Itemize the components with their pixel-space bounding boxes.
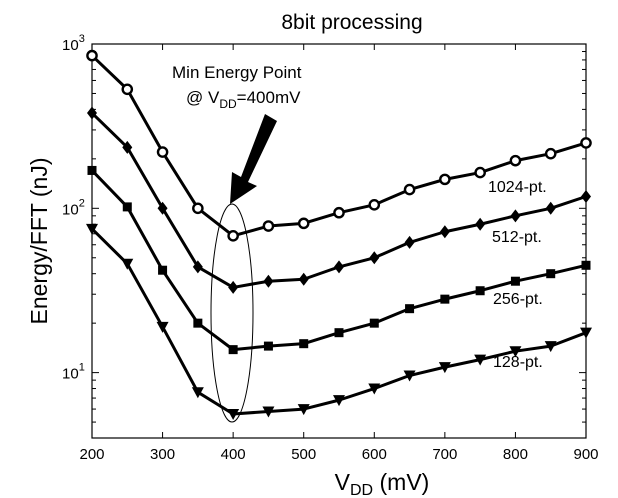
data-point [370, 200, 379, 209]
data-point [510, 209, 520, 222]
data-point [121, 259, 133, 270]
data-point [511, 277, 520, 286]
data-point [193, 204, 202, 213]
data-point [546, 269, 555, 278]
data-point [299, 219, 308, 228]
data-point [440, 225, 450, 238]
series-line [92, 229, 586, 414]
series-label-256: 256-pt. [493, 291, 543, 308]
data-point [370, 319, 379, 328]
x-tick-labels: 200 300 400 500 600 700 800 900 [79, 446, 598, 463]
x-tick-label: 600 [362, 446, 387, 463]
data-point [405, 236, 415, 249]
annotation-line1: Min Energy Point [172, 63, 302, 82]
data-point [582, 261, 591, 270]
y-tick-label: 101 [62, 362, 85, 383]
x-tick-label: 700 [432, 446, 457, 463]
data-point [581, 190, 591, 203]
x-tick-label: 500 [291, 446, 316, 463]
series-label-512: 512-pt. [492, 229, 542, 246]
data-point [299, 339, 308, 348]
y-tick-label: 102 [62, 197, 85, 218]
data-point [334, 260, 344, 273]
series-128-pt. [86, 224, 592, 420]
y-tick-label: 103 [62, 33, 85, 54]
x-tick-label: 900 [573, 446, 598, 463]
data-point [546, 202, 556, 215]
data-point [440, 175, 449, 184]
data-point [405, 185, 414, 194]
data-point [228, 281, 238, 294]
data-point [88, 166, 97, 175]
chart-title: 8bit processing [281, 11, 422, 34]
data-point [476, 168, 485, 177]
data-point [475, 218, 485, 231]
data-point [158, 266, 167, 275]
data-point [123, 85, 132, 94]
data-point [369, 251, 379, 264]
x-axis-title: VDD (mV) [335, 469, 430, 498]
x-tick-label: 200 [79, 446, 104, 463]
series-label-128: 128-pt. [493, 354, 543, 371]
data-point [229, 231, 238, 240]
data-point [476, 286, 485, 295]
x-tick-label: 800 [503, 446, 528, 463]
data-point [440, 295, 449, 304]
data-point [581, 138, 590, 147]
x-axis-title-main: V [335, 469, 351, 495]
series-label-1024: 1024-pt. [488, 179, 547, 196]
data-point [87, 51, 96, 60]
y-tick-labels: 101 102 103 [62, 33, 85, 383]
annotation-prefix: @ V [186, 88, 220, 107]
y-axis-title: Energy/FFT (nJ) [26, 158, 52, 325]
data-point [193, 319, 202, 328]
data-point [334, 208, 343, 217]
annotation-line2: @ VDD=400mV [186, 88, 301, 111]
x-axis-title-unit: (mV) [373, 469, 429, 495]
x-tick-label: 400 [221, 446, 246, 463]
annotation-sub: DD [219, 97, 237, 111]
min-energy-arrow [230, 114, 277, 204]
data-point [335, 328, 344, 337]
data-point [157, 322, 169, 333]
data-point [405, 304, 414, 313]
data-point [299, 273, 309, 286]
data-point [546, 149, 555, 158]
data-point [229, 345, 238, 354]
data-point [511, 156, 520, 165]
data-point [158, 147, 167, 156]
data-point [123, 202, 132, 211]
data-point [264, 342, 273, 351]
annotation-suffix: =400mV [237, 88, 301, 107]
data-point [264, 221, 273, 230]
x-axis-title-sub: DD [350, 482, 373, 498]
data-point [263, 275, 273, 288]
x-tick-label: 300 [150, 446, 175, 463]
